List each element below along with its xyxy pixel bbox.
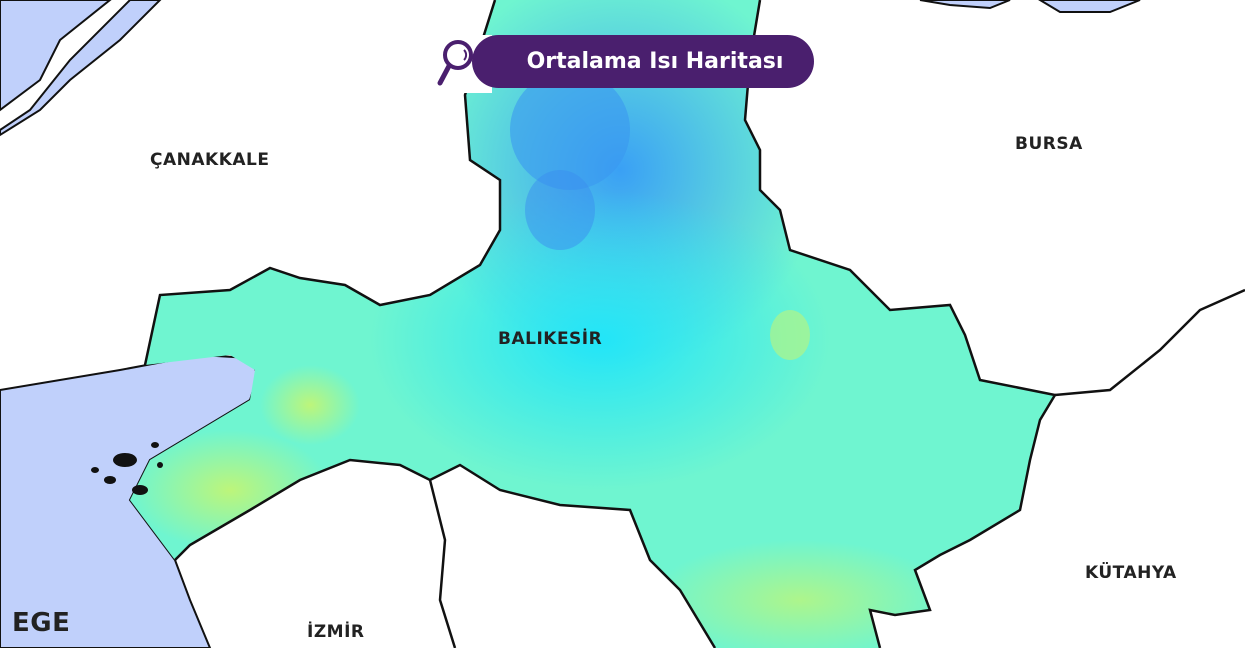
marmara-sea-west — [0, 0, 112, 112]
label-canakkale: ÇANAKKALE — [150, 150, 270, 170]
islands — [91, 442, 163, 495]
balikesir-border — [143, 0, 1057, 648]
marmara-sea-west-2 — [0, 0, 162, 137]
label-bursa: BURSA — [1015, 134, 1083, 154]
title-badge: Ortalama Isı Haritası — [472, 35, 814, 88]
marmara-island-east — [919, 0, 1141, 13]
label-balikesir: BALIKESİR — [498, 329, 603, 349]
search-icon — [437, 40, 473, 86]
label-kutahya: KÜTAHYA — [1085, 563, 1177, 583]
label-ege: EGE — [12, 608, 71, 638]
province-borders — [428, 288, 1245, 648]
label-izmir: İZMİR — [307, 622, 365, 642]
